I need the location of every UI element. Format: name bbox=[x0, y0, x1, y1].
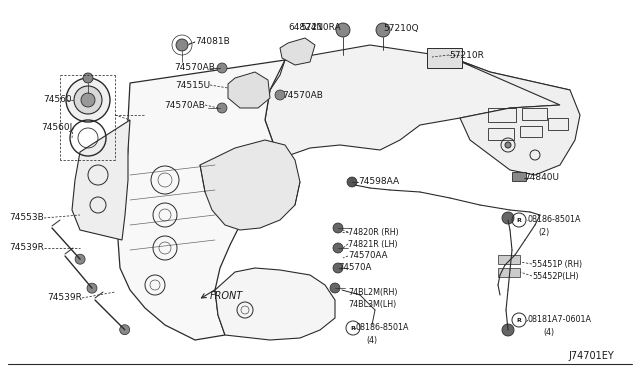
Text: R: R bbox=[516, 218, 522, 222]
Bar bbox=[548, 118, 568, 130]
Text: 74840U: 74840U bbox=[524, 173, 559, 183]
Circle shape bbox=[333, 223, 343, 233]
Polygon shape bbox=[280, 38, 315, 65]
Circle shape bbox=[75, 254, 85, 264]
Text: (2): (2) bbox=[538, 228, 549, 237]
Text: (4): (4) bbox=[366, 336, 377, 344]
Bar bbox=[520, 126, 542, 137]
Text: 55451P (RH): 55451P (RH) bbox=[532, 260, 582, 269]
Circle shape bbox=[505, 142, 511, 148]
Circle shape bbox=[81, 93, 95, 107]
Text: 74BL3M(LH): 74BL3M(LH) bbox=[348, 299, 396, 308]
Text: 08186-8501A: 08186-8501A bbox=[528, 215, 582, 224]
Text: 74820R (RH): 74820R (RH) bbox=[348, 228, 399, 237]
Text: 74570AB: 74570AB bbox=[174, 64, 215, 73]
Polygon shape bbox=[265, 45, 570, 155]
Circle shape bbox=[83, 73, 93, 83]
Circle shape bbox=[275, 90, 285, 100]
Text: 57210Q: 57210Q bbox=[383, 23, 419, 32]
Circle shape bbox=[217, 103, 227, 113]
Polygon shape bbox=[215, 268, 335, 340]
Circle shape bbox=[74, 86, 102, 114]
Text: 74539R: 74539R bbox=[9, 244, 44, 253]
Text: 74539R: 74539R bbox=[47, 294, 82, 302]
Text: 74BL2M(RH): 74BL2M(RH) bbox=[348, 288, 397, 296]
Text: (4): (4) bbox=[543, 327, 554, 337]
Circle shape bbox=[502, 212, 514, 224]
Circle shape bbox=[330, 283, 340, 293]
Circle shape bbox=[333, 263, 343, 273]
Text: 57210RA: 57210RA bbox=[300, 23, 341, 32]
Text: 74560: 74560 bbox=[44, 96, 72, 105]
Text: 74821R (LH): 74821R (LH) bbox=[348, 240, 397, 248]
Bar bbox=[522, 108, 547, 120]
Text: 08181A7-0601A: 08181A7-0601A bbox=[528, 315, 592, 324]
Bar bbox=[488, 128, 514, 140]
Text: 08186-8501A: 08186-8501A bbox=[356, 324, 410, 333]
Polygon shape bbox=[118, 60, 290, 340]
Circle shape bbox=[87, 283, 97, 293]
Circle shape bbox=[336, 23, 350, 37]
Polygon shape bbox=[228, 72, 270, 108]
Text: FRONT: FRONT bbox=[209, 291, 243, 301]
Circle shape bbox=[376, 23, 390, 37]
Bar bbox=[512, 172, 526, 181]
Text: 74553B: 74553B bbox=[9, 214, 44, 222]
Text: 74515U: 74515U bbox=[175, 80, 210, 90]
Circle shape bbox=[217, 63, 227, 73]
Text: R: R bbox=[516, 317, 522, 323]
Text: 74570AB: 74570AB bbox=[282, 90, 323, 99]
Bar bbox=[498, 255, 520, 264]
Polygon shape bbox=[72, 120, 130, 240]
Circle shape bbox=[502, 324, 514, 336]
Polygon shape bbox=[450, 57, 580, 175]
Circle shape bbox=[66, 78, 110, 122]
Text: 74570AB: 74570AB bbox=[164, 100, 205, 109]
Text: R: R bbox=[351, 326, 355, 330]
Text: 74560J: 74560J bbox=[41, 124, 72, 132]
Text: J74701EY: J74701EY bbox=[568, 351, 614, 361]
Circle shape bbox=[176, 39, 188, 51]
Bar bbox=[498, 268, 520, 277]
Circle shape bbox=[333, 243, 343, 253]
Text: 74570AA: 74570AA bbox=[348, 251, 387, 260]
Text: 74081B: 74081B bbox=[195, 38, 230, 46]
Bar bbox=[427, 48, 462, 68]
Text: 64824N: 64824N bbox=[288, 23, 323, 32]
Text: 74570A: 74570A bbox=[338, 263, 371, 273]
Text: 55452P(LH): 55452P(LH) bbox=[532, 272, 579, 280]
Polygon shape bbox=[200, 140, 300, 230]
Circle shape bbox=[347, 177, 357, 187]
Circle shape bbox=[120, 325, 130, 335]
Bar bbox=[488, 108, 516, 122]
Text: 57210R: 57210R bbox=[449, 51, 484, 60]
Text: 74598AA: 74598AA bbox=[358, 177, 399, 186]
